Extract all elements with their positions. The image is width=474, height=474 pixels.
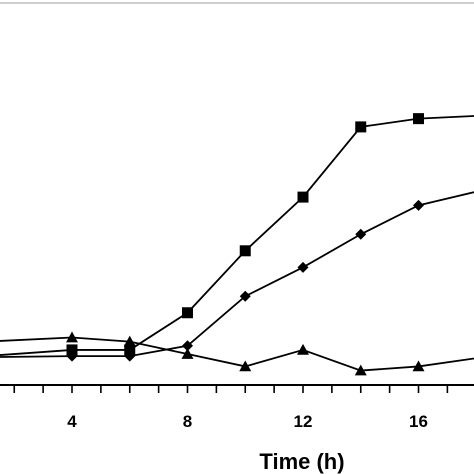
plot-frame <box>0 2 474 386</box>
x-tick-label: 4 <box>67 412 77 431</box>
data-point-square <box>66 344 78 356</box>
data-point-triangle <box>66 331 78 343</box>
series-line <box>0 115 474 356</box>
data-point-triangle <box>123 335 136 347</box>
series-triangle <box>0 331 474 376</box>
data-point-diamond <box>182 340 193 352</box>
data-point-triangle <box>239 360 252 372</box>
data-point-square <box>355 121 367 133</box>
data-point-diamond <box>413 199 424 211</box>
x-axis-ticks: 4 8 12 16 <box>13 385 449 431</box>
data-point-diamond <box>355 228 367 240</box>
x-tick-label: 8 <box>183 412 192 431</box>
data-point-triangle <box>297 343 309 355</box>
x-tick-label: 16 <box>409 412 428 431</box>
data-point-diamond <box>66 350 78 362</box>
series-diamond <box>0 191 474 362</box>
data-point-square <box>413 113 424 125</box>
data-point-square <box>297 191 309 203</box>
data-point-triangle <box>181 348 194 359</box>
data-point-square <box>182 307 193 319</box>
data-point-square <box>239 245 251 257</box>
data-point-diamond <box>239 290 251 302</box>
data-point-diamond <box>124 350 136 362</box>
x-axis-title: Time (h) <box>259 449 344 474</box>
data-point-diamond <box>297 261 309 273</box>
data-point-square <box>124 344 136 356</box>
x-tick-label: 12 <box>294 412 313 431</box>
series-layer <box>0 113 474 376</box>
series-line <box>0 191 474 358</box>
data-point-triangle <box>412 360 425 372</box>
data-point-triangle <box>354 364 367 376</box>
series-square <box>0 113 474 356</box>
